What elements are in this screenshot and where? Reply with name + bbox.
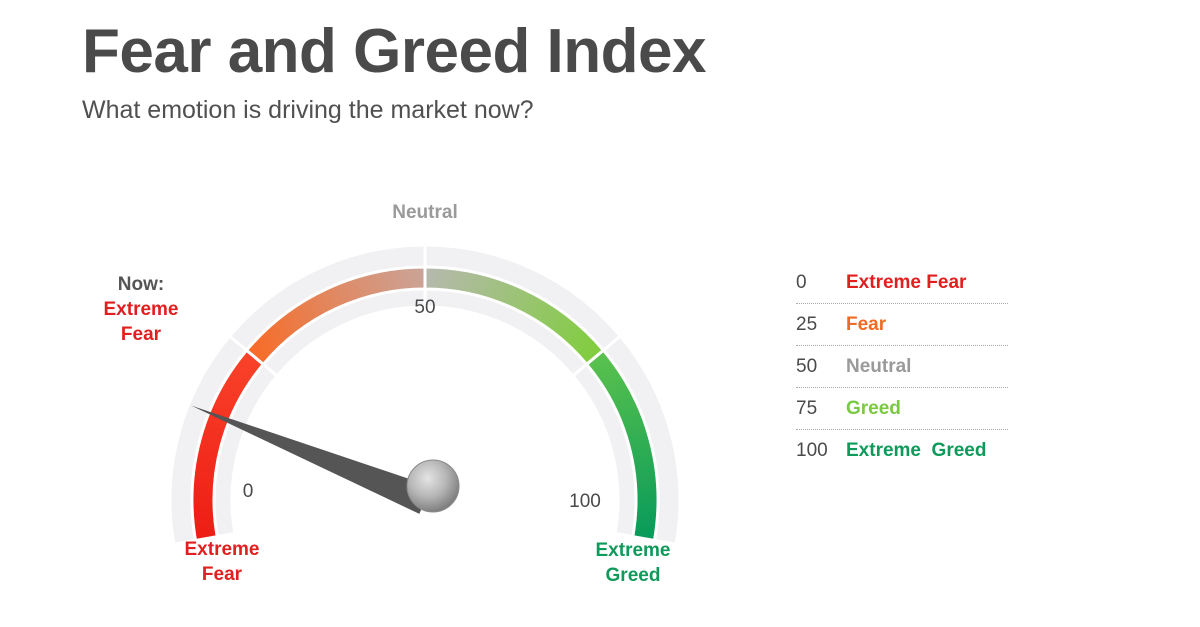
page-subtitle: What emotion is driving the market now?	[82, 96, 534, 124]
gauge-tick-label: 100	[569, 491, 601, 512]
legend-value: 75	[796, 397, 818, 419]
legend-label: Neutral	[846, 355, 912, 377]
legend-row: 100 Extreme Greed	[796, 430, 1008, 472]
legend-row: 25 Fear	[796, 304, 1008, 346]
current-reading: Now: Extreme Fear	[85, 272, 197, 347]
gauge-zone-greed	[584, 348, 660, 543]
legend-value: 25	[796, 313, 818, 335]
gauge-outer-label: Neutral	[392, 202, 457, 223]
current-reading-value: Extreme Fear	[103, 299, 179, 345]
legend-row: 50 Neutral	[796, 346, 1008, 388]
gauge-zones	[190, 265, 660, 543]
legend-value: 50	[796, 355, 818, 377]
gauge-outer-label: Extreme Fear	[185, 539, 260, 585]
page-title: Fear and Greed Index	[82, 17, 707, 86]
legend-row: 75 Greed	[796, 388, 1008, 430]
gauge-needle	[191, 405, 460, 514]
legend-label: Greed	[846, 397, 901, 419]
legend-label: Extreme Greed	[846, 440, 987, 461]
gauge-needle-hub	[406, 459, 460, 513]
legend-value: 0	[796, 271, 807, 293]
zone-legend: 0 Extreme Fear 25 Fear 50 Neutral 75 Greed 100 Ex…	[796, 262, 1008, 472]
legend-label: Extreme Fear	[846, 271, 967, 293]
gauge-tick-label: 0	[243, 481, 254, 502]
current-reading-prefix: Now:	[117, 274, 165, 295]
gauge-labels: 0 50 100 Extreme Fear Neutral Extreme Greed	[185, 202, 671, 586]
legend-label: Fear	[846, 313, 887, 335]
gauge-tick-label: 50	[414, 297, 435, 318]
gauge-needle-pointer	[191, 405, 431, 514]
legend-row: 0 Extreme Fear	[796, 262, 1008, 304]
legend-value: 100	[796, 440, 828, 461]
gauge-outer-label: Extreme Greed	[596, 540, 671, 586]
